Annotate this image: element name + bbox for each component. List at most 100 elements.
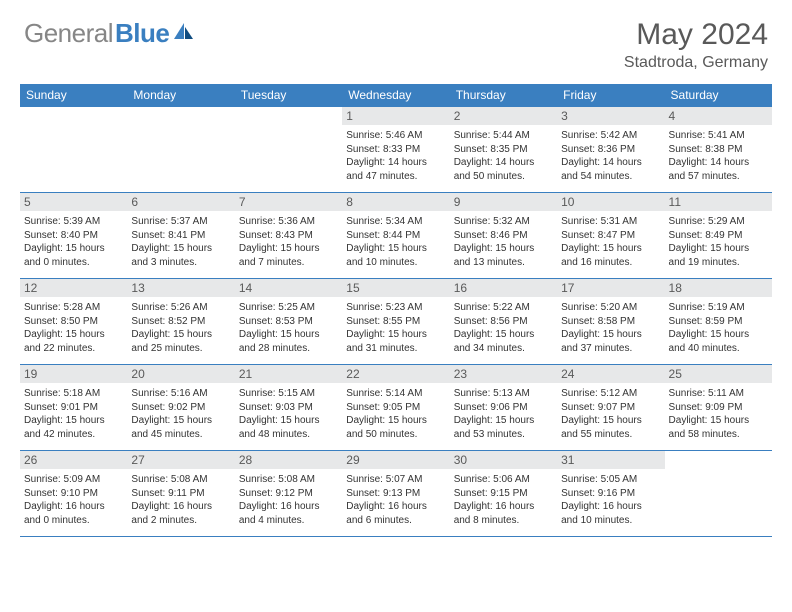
day-number: 19 [20, 365, 127, 383]
calendar-cell: 1Sunrise: 5:46 AMSunset: 8:33 PMDaylight… [342, 107, 449, 193]
sunrise-line: Sunrise: 5:41 AM [669, 129, 768, 143]
cell-body: Sunrise: 5:31 AMSunset: 8:47 PMDaylight:… [561, 213, 660, 269]
logo: GeneralBlue [24, 18, 195, 49]
daylight-line: Daylight: 15 hours and 25 minutes. [131, 328, 230, 355]
sunset-line: Sunset: 9:02 PM [131, 401, 230, 415]
day-number: 10 [557, 193, 664, 211]
calendar-cell: 30 Sunrise: 5:06 AMSunset: 9:15 PMDayligh… [450, 451, 557, 537]
calendar-cell: 27Sunrise: 5:08 AMSunset: 9:11 PMDayligh… [127, 451, 234, 537]
daylight-line: Daylight: 15 hours and 22 minutes. [24, 328, 123, 355]
calendar-cell [127, 107, 234, 193]
day-number: 4 [665, 107, 772, 125]
day-number: 30 [450, 451, 557, 469]
calendar-cell: 9Sunrise: 5:32 AMSunset: 8:46 PMDaylight… [450, 193, 557, 279]
calendar-cell: 16Sunrise: 5:22 AMSunset: 8:56 PMDayligh… [450, 279, 557, 365]
sunrise-line: Sunrise: 5:18 AM [24, 387, 123, 401]
cell-body: Sunrise: 5:20 AMSunset: 8:58 PMDaylight:… [561, 299, 660, 355]
calendar-cell: 7Sunrise: 5:36 AMSunset: 8:43 PMDaylight… [235, 193, 342, 279]
day-number: 3 [557, 107, 664, 125]
calendar-cell: 23Sunrise: 5:13 AMSunset: 9:06 PMDayligh… [450, 365, 557, 451]
calendar-cell [235, 107, 342, 193]
sunrise-line: Sunrise: 5:26 AM [131, 301, 230, 315]
sunset-line: Sunset: 9:11 PM [131, 487, 230, 501]
sunset-line: Sunset: 9:06 PM [454, 401, 553, 415]
day-header: Sunday [20, 84, 127, 107]
cell-body: Sunrise: 5:18 AMSunset: 9:01 PMDaylight:… [24, 385, 123, 441]
sunrise-line: Sunrise: 5:13 AM [454, 387, 553, 401]
calendar-week-row: 5Sunrise: 5:39 AMSunset: 8:40 PMDaylight… [20, 193, 772, 279]
location-label: Stadtroda, Germany [624, 54, 768, 72]
daylight-line: Daylight: 14 hours and 54 minutes. [561, 156, 660, 183]
day-number: 25 [665, 365, 772, 383]
calendar-cell: 29Sunrise: 5:07 AMSunset: 9:13 PMDayligh… [342, 451, 449, 537]
daylight-line: Daylight: 15 hours and 45 minutes. [131, 414, 230, 441]
calendar-week-row: 26Sunrise: 5:09 AMSunset: 9:10 PMDayligh… [20, 451, 772, 537]
day-header: Friday [557, 84, 664, 107]
cell-body: Sunrise: 5:42 AMSunset: 8:36 PMDaylight:… [561, 127, 660, 183]
calendar-cell: 25Sunrise: 5:11 AMSunset: 9:09 PMDayligh… [665, 365, 772, 451]
calendar-cell: 5Sunrise: 5:39 AMSunset: 8:40 PMDaylight… [20, 193, 127, 279]
sail-icon [173, 21, 195, 46]
daylight-line: Daylight: 16 hours and 6 minutes. [346, 500, 445, 527]
logo-text-gray: General [24, 18, 113, 49]
title-block: May 2024 Stadtroda, Germany [624, 18, 768, 72]
sunset-line: Sunset: 8:46 PM [454, 229, 553, 243]
day-number: 26 [20, 451, 127, 469]
calendar-cell: 11Sunrise: 5:29 AMSunset: 8:49 PMDayligh… [665, 193, 772, 279]
sunrise-line: Sunrise: 5:16 AM [131, 387, 230, 401]
daylight-line: Daylight: 15 hours and 10 minutes. [346, 242, 445, 269]
sunset-line: Sunset: 8:56 PM [454, 315, 553, 329]
sunrise-line: Sunrise: 5:29 AM [669, 215, 768, 229]
sunrise-line: Sunrise: 5:44 AM [454, 129, 553, 143]
calendar-week-row: 1Sunrise: 5:46 AMSunset: 8:33 PMDaylight… [20, 107, 772, 193]
calendar-cell: 22Sunrise: 5:14 AMSunset: 9:05 PMDayligh… [342, 365, 449, 451]
daylight-line: Daylight: 15 hours and 37 minutes. [561, 328, 660, 355]
calendar-cell: 28Sunrise: 5:08 AMSunset: 9:12 PMDayligh… [235, 451, 342, 537]
sunset-line: Sunset: 9:01 PM [24, 401, 123, 415]
day-number: 23 [450, 365, 557, 383]
day-number: 24 [557, 365, 664, 383]
sunset-line: Sunset: 8:44 PM [346, 229, 445, 243]
sunrise-line: Sunrise: 5:11 AM [669, 387, 768, 401]
daylight-line: Daylight: 16 hours and 0 minutes. [24, 500, 123, 527]
cell-body: Sunrise: 5:44 AMSunset: 8:35 PMDaylight:… [454, 127, 553, 183]
cell-body: Sunrise: 5:32 AMSunset: 8:46 PMDaylight:… [454, 213, 553, 269]
sunset-line: Sunset: 9:10 PM [24, 487, 123, 501]
sunset-line: Sunset: 9:05 PM [346, 401, 445, 415]
day-number: 31 [557, 451, 664, 469]
day-number: 7 [235, 193, 342, 211]
cell-body: Sunrise: 5:16 AMSunset: 9:02 PMDaylight:… [131, 385, 230, 441]
cell-body: Sunrise: 5:34 AMSunset: 8:44 PMDaylight:… [346, 213, 445, 269]
cell-body: Sunrise: 5:06 AMSunset: 9:15 PMDaylight:… [454, 471, 553, 527]
sunset-line: Sunset: 9:12 PM [239, 487, 338, 501]
month-title: May 2024 [624, 18, 768, 52]
sunset-line: Sunset: 9:03 PM [239, 401, 338, 415]
calendar-cell [665, 451, 772, 537]
daylight-line: Daylight: 15 hours and 7 minutes. [239, 242, 338, 269]
calendar-cell: 13Sunrise: 5:26 AMSunset: 8:52 PMDayligh… [127, 279, 234, 365]
sunrise-line: Sunrise: 5:37 AM [131, 215, 230, 229]
daylight-line: Daylight: 14 hours and 47 minutes. [346, 156, 445, 183]
daylight-line: Daylight: 15 hours and 28 minutes. [239, 328, 338, 355]
cell-body: Sunrise: 5:29 AMSunset: 8:49 PMDaylight:… [669, 213, 768, 269]
cell-body: Sunrise: 5:37 AMSunset: 8:41 PMDaylight:… [131, 213, 230, 269]
cell-body: Sunrise: 5:19 AMSunset: 8:59 PMDaylight:… [669, 299, 768, 355]
day-number: 27 [127, 451, 234, 469]
daylight-line: Daylight: 15 hours and 31 minutes. [346, 328, 445, 355]
sunrise-line: Sunrise: 5:25 AM [239, 301, 338, 315]
cell-body: Sunrise: 5:05 AMSunset: 9:16 PMDaylight:… [561, 471, 660, 527]
calendar-cell: 21Sunrise: 5:15 AMSunset: 9:03 PMDayligh… [235, 365, 342, 451]
cell-body: Sunrise: 5:14 AMSunset: 9:05 PMDaylight:… [346, 385, 445, 441]
sunrise-line: Sunrise: 5:42 AM [561, 129, 660, 143]
sunrise-line: Sunrise: 5:39 AM [24, 215, 123, 229]
sunset-line: Sunset: 8:52 PM [131, 315, 230, 329]
cell-body: Sunrise: 5:15 AMSunset: 9:03 PMDaylight:… [239, 385, 338, 441]
calendar-body: 1Sunrise: 5:46 AMSunset: 8:33 PMDaylight… [20, 107, 772, 537]
calendar-cell: 17Sunrise: 5:20 AMSunset: 8:58 PMDayligh… [557, 279, 664, 365]
sunset-line: Sunset: 9:15 PM [454, 487, 553, 501]
calendar-cell: 14Sunrise: 5:25 AMSunset: 8:53 PMDayligh… [235, 279, 342, 365]
calendar-cell: 4Sunrise: 5:41 AMSunset: 8:38 PMDaylight… [665, 107, 772, 193]
day-number: 18 [665, 279, 772, 297]
calendar-cell: 10 Sunrise: 5:31 AMSunset: 8:47 PMDayligh… [557, 193, 664, 279]
daylight-line: Daylight: 15 hours and 13 minutes. [454, 242, 553, 269]
